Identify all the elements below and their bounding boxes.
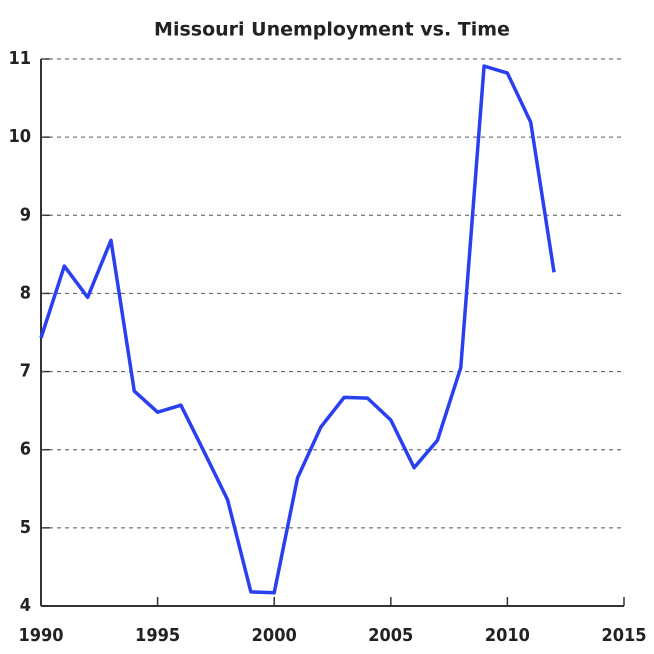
x-tick-label: 2015 [601, 625, 646, 646]
y-tick-label: 4 [20, 595, 31, 616]
x-tick-label: 2010 [485, 625, 530, 646]
x-tick-label: 2000 [252, 625, 297, 646]
x-tick-label: 1990 [18, 625, 63, 646]
y-tick-label: 9 [20, 204, 31, 225]
x-tick-label: 1995 [135, 625, 180, 646]
chart-title: Missouri Unemployment vs. Time [154, 19, 510, 41]
data-line [39, 64, 556, 595]
y-tick-label: 6 [20, 439, 31, 460]
y-tick-label: 5 [20, 517, 31, 538]
y-tick-label: 10 [8, 126, 31, 147]
y-tick-label: 7 [20, 361, 31, 382]
y-tick-label: 11 [8, 48, 31, 69]
x-tick-label: 2005 [368, 625, 413, 646]
y-tick-label: 8 [20, 282, 31, 303]
